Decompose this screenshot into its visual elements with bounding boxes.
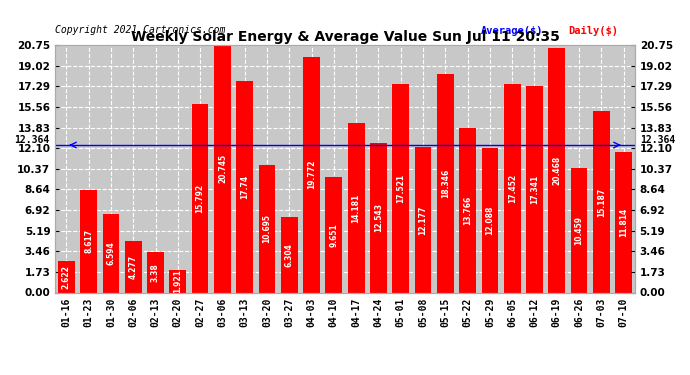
Text: 13.766: 13.766 — [463, 196, 472, 225]
Text: 15.187: 15.187 — [597, 187, 606, 216]
Text: 4.277: 4.277 — [129, 255, 138, 279]
Text: 12.364: 12.364 — [14, 135, 50, 145]
Bar — [504, 84, 520, 292]
Text: 12.088: 12.088 — [485, 206, 495, 235]
Text: 17.521: 17.521 — [396, 174, 405, 202]
Text: 6.594: 6.594 — [106, 241, 115, 265]
Bar — [526, 86, 543, 292]
Text: 2.622: 2.622 — [62, 265, 71, 289]
Text: 17.74: 17.74 — [240, 175, 249, 199]
Text: 10.695: 10.695 — [262, 214, 271, 243]
Text: 20.745: 20.745 — [218, 154, 227, 183]
Text: 9.651: 9.651 — [329, 223, 338, 247]
Bar — [370, 143, 387, 292]
Bar — [593, 111, 610, 292]
Text: Daily($): Daily($) — [568, 26, 618, 36]
Text: Average($): Average($) — [481, 26, 544, 36]
Text: 1.921: 1.921 — [173, 269, 182, 293]
Text: 10.459: 10.459 — [575, 216, 584, 244]
Bar — [125, 242, 141, 292]
Bar — [237, 81, 253, 292]
Bar — [58, 261, 75, 292]
Bar — [147, 252, 164, 292]
Bar — [437, 74, 454, 292]
Text: 12.177: 12.177 — [419, 205, 428, 235]
Bar — [192, 104, 208, 292]
Bar — [80, 190, 97, 292]
Text: 12.543: 12.543 — [374, 203, 383, 232]
Text: 14.181: 14.181 — [352, 193, 361, 222]
Text: 18.346: 18.346 — [441, 168, 450, 198]
Bar — [482, 148, 498, 292]
Bar — [281, 217, 297, 292]
Bar — [615, 152, 632, 292]
Text: 6.304: 6.304 — [285, 243, 294, 267]
Bar — [571, 168, 587, 292]
Bar — [460, 128, 476, 292]
Text: 12.364: 12.364 — [640, 135, 676, 145]
Text: 8.617: 8.617 — [84, 229, 93, 253]
Title: Weekly Solar Energy & Average Value Sun Jul 11 20:35: Weekly Solar Energy & Average Value Sun … — [130, 30, 560, 44]
Text: 3.38: 3.38 — [151, 263, 160, 282]
Text: 20.468: 20.468 — [552, 156, 561, 185]
Bar — [170, 270, 186, 292]
Bar — [303, 57, 320, 292]
Text: 17.341: 17.341 — [530, 174, 539, 204]
Text: Copyright 2021 Cartronics.com: Copyright 2021 Cartronics.com — [55, 25, 226, 35]
Bar — [415, 147, 431, 292]
Text: 15.792: 15.792 — [195, 184, 205, 213]
Bar — [348, 123, 364, 292]
Bar — [214, 45, 230, 292]
Text: 17.452: 17.452 — [508, 174, 517, 203]
Bar — [393, 84, 409, 292]
Bar — [103, 214, 119, 292]
Bar — [259, 165, 275, 292]
Bar — [549, 48, 565, 292]
Text: 19.772: 19.772 — [307, 160, 316, 189]
Bar — [326, 177, 342, 292]
Text: 11.814: 11.814 — [619, 207, 628, 237]
